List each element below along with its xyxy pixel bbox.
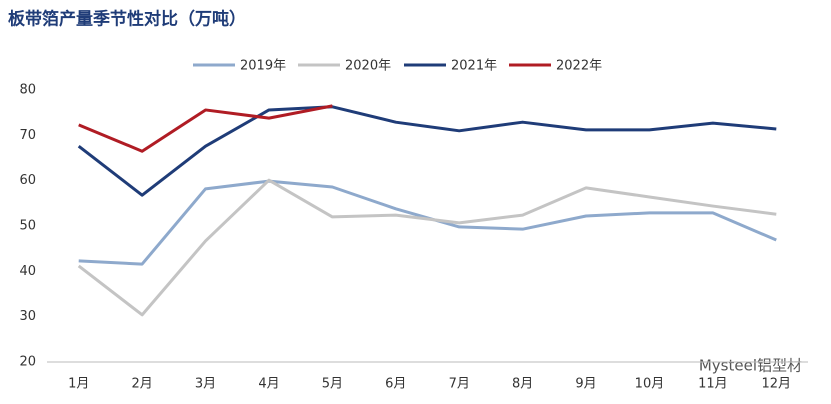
- x-tick-label: 1月: [68, 377, 89, 392]
- legend-label: 2022年: [556, 59, 602, 74]
- legend-label: 2020年: [345, 59, 391, 74]
- watermark: Mysteel铝型材: [699, 357, 802, 375]
- series-line: [78, 179, 777, 266]
- x-tick-label: 7月: [449, 377, 470, 392]
- x-tick-label: 12月: [762, 377, 792, 392]
- x-tick-label: 3月: [195, 377, 216, 392]
- series-line: [77, 178, 777, 317]
- y-tick-label: 20: [19, 355, 36, 370]
- x-tick-label: 11月: [698, 377, 728, 392]
- y-tick-label: 50: [19, 219, 36, 234]
- legend-label: 2021年: [451, 59, 497, 74]
- chart-title: 板带箔产量季节性对比（万吨）: [8, 9, 246, 30]
- x-tick-label: 5月: [322, 377, 343, 392]
- legend-label: 2019年: [240, 59, 286, 74]
- x-tick-label: 4月: [258, 377, 279, 392]
- x-tick-label: 10月: [635, 377, 665, 392]
- series-line: [78, 104, 333, 153]
- y-tick-label: 40: [19, 264, 36, 279]
- x-tick-label: 9月: [575, 377, 596, 392]
- x-tick-label: 2月: [131, 377, 152, 392]
- series-line: [77, 105, 777, 197]
- y-tick-label: 60: [19, 173, 36, 188]
- y-tick-label: 30: [19, 309, 36, 324]
- y-tick-label: 70: [19, 128, 36, 143]
- x-tick-label: 8月: [512, 377, 533, 392]
- x-tick-label: 6月: [385, 377, 406, 392]
- y-tick-label: 80: [19, 83, 36, 98]
